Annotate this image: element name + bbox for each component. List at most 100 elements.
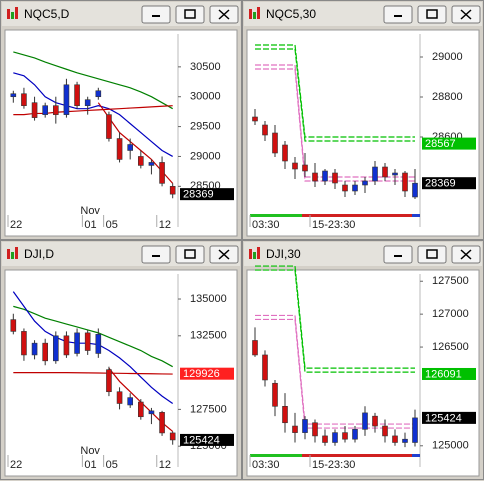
candle-body [95, 90, 102, 98]
y-tick-label: 127500 [432, 275, 469, 287]
button-face[interactable] [175, 5, 205, 24]
session-bar [250, 214, 302, 217]
x-tick-label: 15-23:30 [312, 219, 355, 231]
price-marker-label: 129926 [183, 368, 220, 380]
icon [7, 249, 10, 259]
x-tick-label: 22 [10, 459, 22, 471]
candle-body [148, 162, 155, 166]
candle-body [84, 99, 91, 106]
candle-body [332, 172, 338, 184]
indicator-line [13, 371, 173, 375]
min-button[interactable] [141, 5, 171, 24]
candle-body [302, 419, 308, 433]
x-tick-label: 03:30 [252, 459, 280, 471]
candle-body [362, 412, 368, 430]
icon [249, 249, 252, 259]
max-button[interactable] [417, 245, 447, 264]
close-button[interactable] [451, 5, 481, 24]
candle-body [262, 354, 268, 381]
min-button[interactable] [383, 5, 413, 24]
candle-body [159, 412, 165, 434]
indicator-line [13, 72, 173, 157]
indicator-line [13, 105, 173, 116]
candle-body [42, 105, 48, 115]
candle-body [342, 184, 348, 192]
close-button[interactable] [451, 245, 481, 264]
y-tick-label: 127000 [432, 308, 469, 320]
y-tick-label: 30500 [190, 61, 221, 73]
button-glyph[interactable] [426, 249, 438, 259]
candle-body [42, 342, 48, 362]
button-face[interactable] [383, 5, 413, 24]
candle-body [292, 162, 298, 170]
max-button[interactable] [175, 245, 205, 264]
session-bar [302, 214, 412, 217]
indicator-line [255, 68, 415, 182]
max-button[interactable] [417, 5, 447, 24]
min-button[interactable] [141, 245, 171, 264]
candle-body [372, 166, 378, 182]
price-marker-label: 125424 [425, 412, 462, 424]
indicator-line [13, 51, 173, 110]
indicator-line [255, 269, 415, 373]
button-face[interactable] [383, 245, 413, 264]
x-tick-label: 05 [106, 219, 118, 231]
button-glyph[interactable] [460, 9, 472, 20]
button-face[interactable] [175, 245, 205, 264]
icon [249, 9, 252, 19]
icon [257, 247, 260, 259]
close-button[interactable] [209, 5, 239, 24]
button-face[interactable] [141, 245, 171, 264]
y-tick-label: 30000 [190, 91, 221, 103]
price-marker [422, 411, 476, 424]
price-marker-label: 28369 [183, 189, 214, 201]
candle-body [116, 138, 123, 160]
price-marker [422, 177, 476, 190]
candle-body [148, 410, 155, 415]
candle-body [252, 116, 258, 122]
candle-body [342, 432, 348, 440]
indicator-line [255, 318, 415, 429]
button-glyph[interactable] [184, 9, 196, 19]
candle-body [138, 401, 144, 418]
chart-title: NQC5,30 [266, 7, 316, 21]
button-glyph[interactable] [184, 249, 196, 259]
price-marker-label: 28567 [425, 138, 456, 150]
candle-body [169, 186, 176, 195]
button-glyph[interactable] [426, 9, 438, 19]
price-marker [422, 367, 476, 380]
button-glyph[interactable] [218, 9, 230, 20]
candle-body [262, 124, 268, 136]
x-tick-label: 05 [106, 459, 118, 471]
button-face[interactable] [417, 5, 447, 24]
candle-body [95, 334, 102, 354]
close-button[interactable] [209, 245, 239, 264]
candle-body [402, 172, 408, 192]
y-tick-label: 132500 [190, 330, 227, 342]
candle-body [352, 429, 358, 440]
x-tick-label: 15-23:30 [312, 459, 355, 471]
candle-body [272, 132, 278, 154]
button-face[interactable] [417, 245, 447, 264]
candle-body [412, 417, 418, 443]
price-marker [422, 137, 476, 150]
candle-body [382, 166, 388, 178]
indicator-line [13, 305, 173, 368]
button-glyph[interactable] [460, 249, 472, 260]
chart-window: DJI,30 127500 127000 126500 125000 03:30 15-23… [242, 240, 484, 480]
candle-body [138, 156, 144, 166]
button-face[interactable] [141, 5, 171, 24]
icon [11, 252, 14, 259]
price-marker [180, 433, 234, 446]
indicator-line [255, 44, 415, 138]
candle-body [282, 144, 288, 162]
candle-body [63, 335, 70, 356]
candle-body [402, 438, 408, 443]
icon [7, 9, 10, 19]
button-glyph[interactable] [218, 249, 230, 260]
candle-body [106, 114, 112, 139]
max-button[interactable] [175, 5, 205, 24]
x-tick-label: 03:30 [252, 219, 280, 231]
min-button[interactable] [383, 245, 413, 264]
